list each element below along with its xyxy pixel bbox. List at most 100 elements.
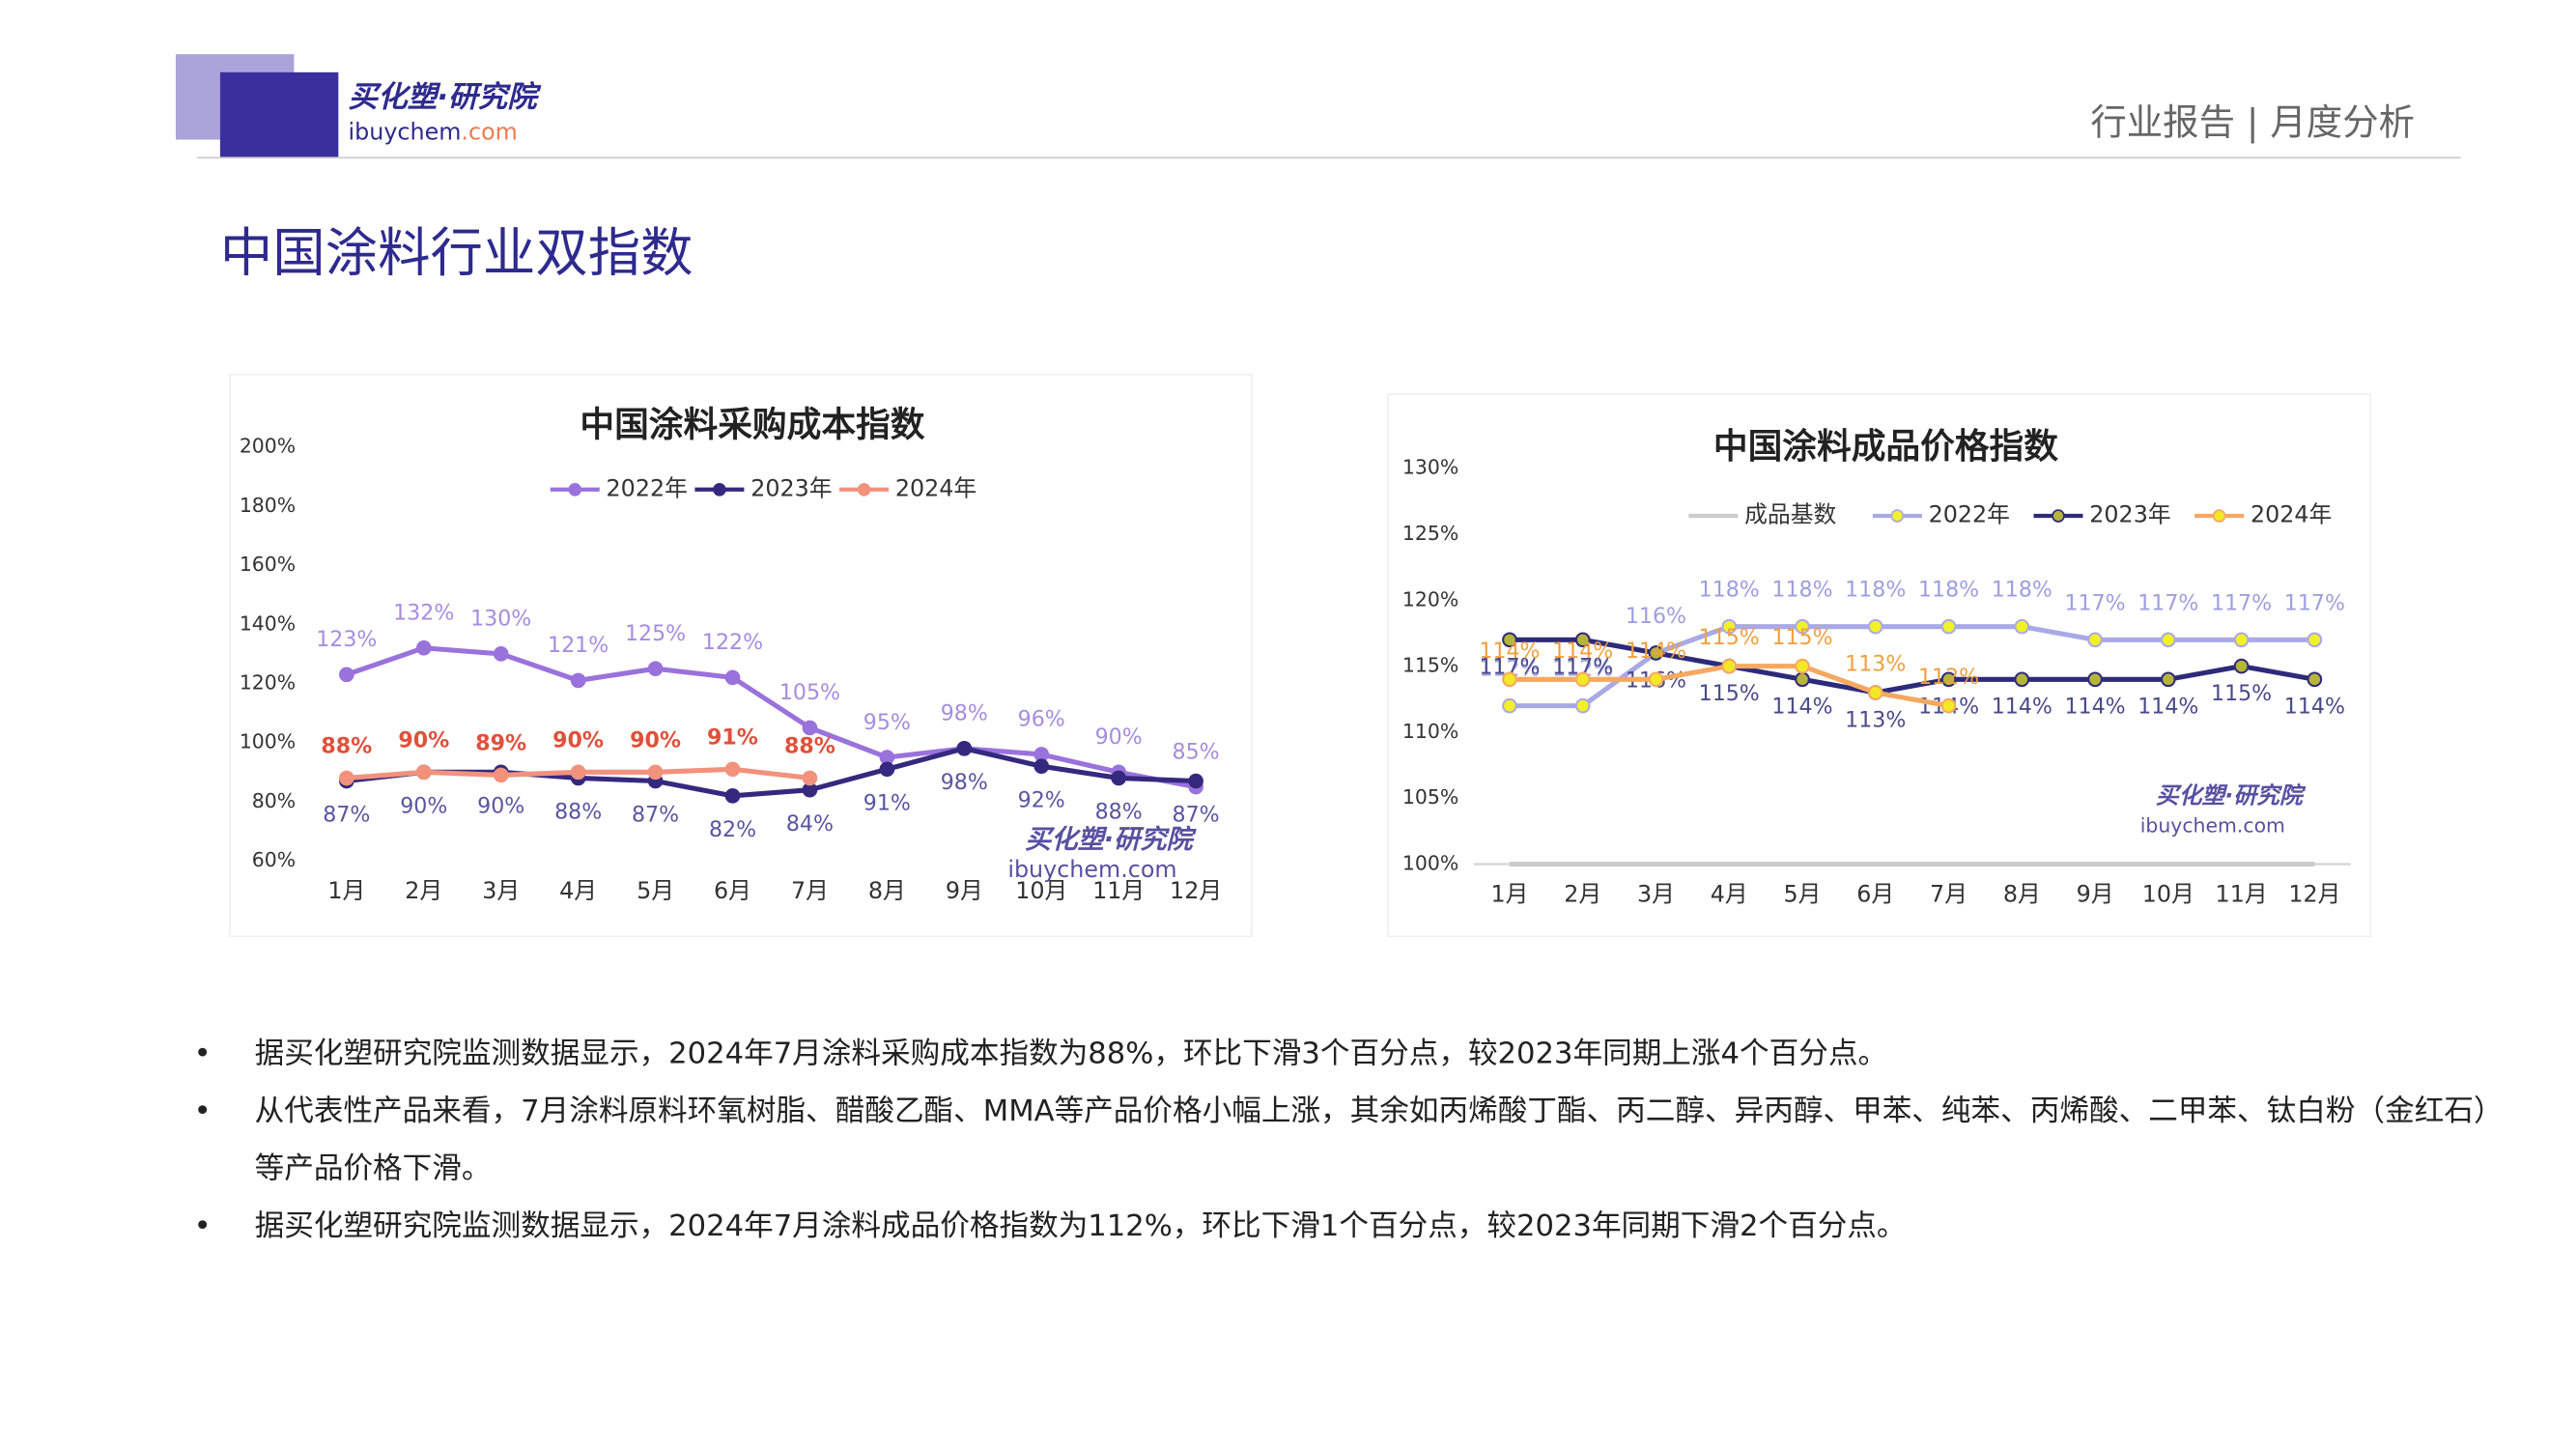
legend-marker [1890, 509, 1905, 523]
data-label: 114% [2137, 695, 2198, 720]
data-point [493, 646, 509, 662]
y-tick-label: 60% [252, 848, 296, 871]
data-point [1188, 773, 1203, 789]
chart-frame [1387, 393, 2371, 938]
data-label: 88% [321, 734, 372, 759]
data-label: 121% [548, 633, 609, 658]
data-point [2233, 658, 2250, 674]
x-tick-label: 9月 [946, 877, 983, 904]
data-point [2014, 618, 2030, 635]
data-label: 114% [1479, 639, 1540, 664]
data-label: 118% [1918, 578, 1979, 603]
chart-title: 中国涂料成品价格指数 [1713, 426, 2058, 467]
data-label: 96% [1018, 707, 1065, 732]
data-point [1502, 671, 1517, 688]
x-tick-label: 3月 [482, 877, 520, 904]
data-point [415, 639, 432, 656]
data-label: 114% [1771, 695, 1832, 720]
data-point [1574, 697, 1591, 714]
y-tick-label: 180% [240, 494, 296, 517]
data-point [1721, 658, 1738, 674]
data-point [2307, 632, 2323, 648]
data-point [1795, 618, 1810, 635]
data-label: 90% [552, 728, 604, 753]
data-label: 114% [2284, 695, 2345, 720]
watermark: ibuychem.com [2140, 813, 2285, 837]
data-label: 85% [1173, 739, 1220, 764]
x-tick-label: 9月 [2077, 880, 2114, 907]
data-label: 122% [702, 630, 763, 655]
data-point [802, 770, 818, 786]
logo-site: ibuychem.com [349, 118, 518, 145]
y-tick-label: 105% [1402, 785, 1458, 809]
x-tick-label: 12月 [2288, 880, 2340, 907]
data-label: 118% [1845, 578, 1906, 603]
legend-label: 2024年 [2250, 501, 2332, 528]
data-label: 132% [393, 601, 454, 626]
data-label: 130% [470, 607, 531, 632]
legend-marker [713, 483, 726, 497]
data-point [2307, 671, 2323, 688]
data-label: 118% [1992, 578, 2052, 603]
x-tick-label: 11月 [2216, 880, 2268, 907]
x-tick-label: 4月 [1711, 880, 1748, 907]
data-label: 98% [941, 770, 988, 795]
legend-label: 2023年 [2089, 501, 2170, 528]
data-point [956, 741, 973, 756]
x-tick-label: 5月 [1784, 880, 1822, 907]
x-tick-label: 8月 [2003, 880, 2041, 907]
data-label: 114% [2064, 695, 2125, 720]
data-label: 84% [786, 811, 834, 837]
x-tick-label: 7月 [1930, 880, 1967, 907]
watermark: 买化塑·研究院 [1025, 825, 1197, 855]
x-tick-label: 12月 [1170, 877, 1222, 904]
data-label: 82% [709, 817, 756, 842]
data-point [1111, 770, 1126, 786]
legend-marker [568, 483, 582, 497]
data-label: 90% [1095, 724, 1143, 750]
y-tick-label: 115% [1402, 654, 1458, 677]
data-label: 89% [475, 731, 526, 756]
data-label: 117% [2137, 590, 2198, 615]
bullet: 从代表性产品来看，7月涂料原料环氧树脂、醋酸乙酯、MMA等产品价格小幅上涨，其余… [194, 1083, 2494, 1198]
data-label: 114% [1552, 639, 1613, 664]
logo-block [219, 71, 339, 158]
data-label: 88% [1095, 800, 1143, 825]
logo-name: 买化塑·研究院 [349, 81, 543, 115]
data-label: 113% [1845, 707, 1906, 732]
data-label: 117% [2211, 590, 2272, 615]
data-point [570, 764, 586, 781]
y-tick-label: 100% [240, 730, 296, 753]
x-tick-label: 10月 [2142, 880, 2194, 907]
data-label: 91% [707, 724, 758, 750]
chart-title: 中国涂料采购成本指数 [580, 405, 924, 445]
y-tick-label: 125% [1402, 522, 1458, 545]
x-tick-label: 11月 [1092, 877, 1145, 904]
data-point [879, 761, 895, 778]
y-tick-label: 100% [1402, 852, 1458, 875]
data-point [1867, 618, 1883, 635]
data-point [647, 661, 664, 677]
data-label: 90% [398, 728, 449, 753]
data-label: 92% [1018, 787, 1065, 812]
data-label: 118% [1771, 578, 1832, 603]
data-point [2161, 632, 2176, 648]
x-tick-label: 2月 [405, 877, 442, 904]
y-tick-label: 120% [1402, 587, 1458, 611]
y-tick-label: 140% [240, 611, 296, 635]
data-point [1502, 632, 1517, 648]
data-label: 114% [1992, 695, 2052, 720]
data-label: 117% [2284, 590, 2345, 615]
data-point [339, 667, 354, 683]
bullet: 据买化塑研究院监测数据显示，2024年7月涂料采购成本指数为88%，环比下滑3个… [194, 1025, 2494, 1083]
legend-label: 2022年 [607, 474, 688, 501]
data-point [1940, 618, 1957, 635]
data-label: 115% [1771, 625, 1832, 650]
x-tick-label: 10月 [1015, 877, 1067, 904]
data-point [339, 770, 354, 786]
data-point [1721, 618, 1738, 635]
watermark: 买化塑·研究院 [2156, 781, 2307, 809]
data-point [1940, 671, 1957, 688]
series-line [346, 645, 1197, 790]
